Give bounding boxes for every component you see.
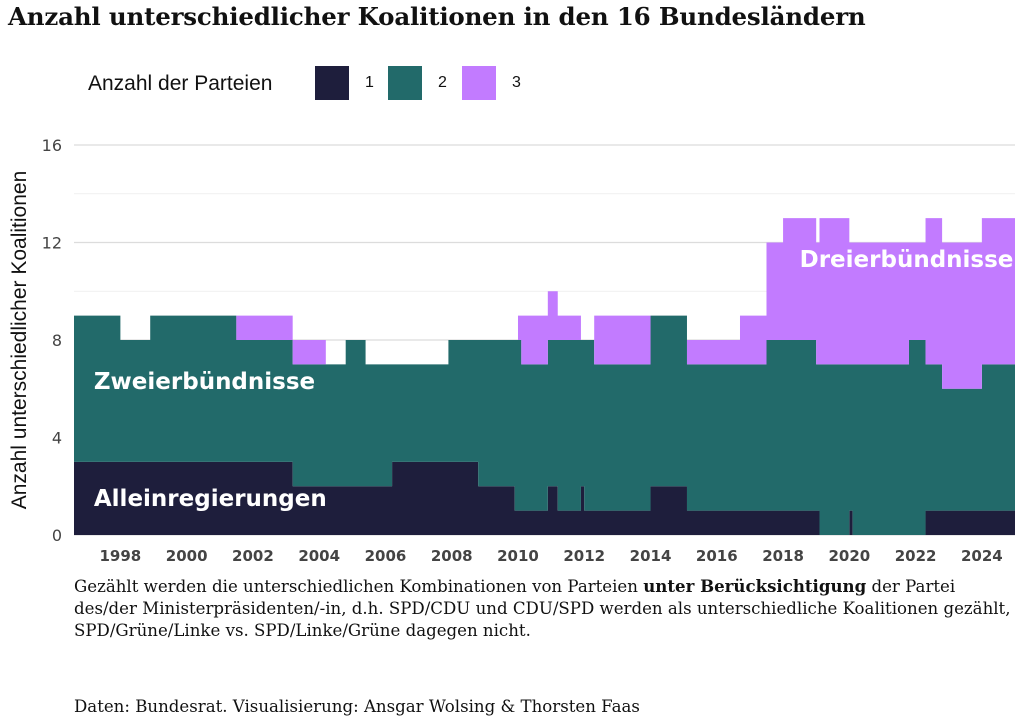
x-tick-label: 2008	[431, 547, 473, 565]
legend-label-2: 2	[438, 74, 447, 91]
x-tick-label: 2022	[895, 547, 937, 565]
source-note: Daten: Bundesrat. Visualisierung: Ansgar…	[74, 697, 640, 716]
caption: Gezählt werden die unterschiedlichen Kom…	[74, 575, 1014, 642]
y-tick-label: 16	[42, 136, 62, 155]
x-tick-label: 2002	[232, 547, 274, 565]
y-tick-label: 0	[52, 526, 62, 545]
x-tick-label: 2024	[961, 547, 1003, 565]
x-tick-label: 2018	[762, 547, 804, 565]
legend-swatch-3	[462, 66, 496, 100]
x-tick-label: 2014	[630, 547, 672, 565]
x-tick-label: 2016	[696, 547, 738, 565]
x-tick-label: 2010	[497, 547, 539, 565]
legend-title: Anzahl der Parteien	[88, 72, 273, 95]
legend-swatch-2	[388, 66, 422, 100]
y-tick-label: 12	[42, 234, 62, 253]
area-series-3	[74, 218, 1015, 389]
annotation-label: Dreierbündnisse	[800, 247, 1014, 273]
y-axis-label: Anzahl unterschiedlicher Koalitionen	[8, 171, 31, 510]
legend-swatch-1	[315, 66, 349, 100]
caption-text-end: der Partei des/der Ministerpräsidenten/-…	[74, 577, 1011, 640]
annotation-label: Alleinregierungen	[94, 486, 327, 512]
x-tick-label: 2020	[828, 547, 870, 565]
area-series-2	[74, 315, 1015, 535]
x-tick-label: 2000	[166, 547, 208, 565]
x-tick-label: 2006	[365, 547, 407, 565]
area-series-1	[74, 461, 1015, 535]
y-tick-label: 8	[52, 331, 62, 350]
caption-text-bold: unter Berücksichtigung	[643, 576, 867, 596]
y-tick-label: 4	[52, 429, 62, 448]
legend-label-1: 1	[365, 74, 374, 91]
caption-text-start: Gezählt werden die unterschiedlichen Kom…	[74, 577, 644, 596]
x-tick-label: 1998	[100, 547, 142, 565]
annotation-label: Zweierbündnisse	[94, 369, 315, 395]
x-tick-label: 2012	[563, 547, 605, 565]
legend-label-3: 3	[512, 74, 521, 91]
x-tick-label: 2004	[298, 547, 340, 565]
chart-title: Anzahl unterschiedlicher Koalitionen in …	[8, 2, 866, 31]
chart-plot: 0 4 8 12 16 1998 2000 2002 2004 2006 2008 2010 2012 2…	[8, 136, 1015, 565]
